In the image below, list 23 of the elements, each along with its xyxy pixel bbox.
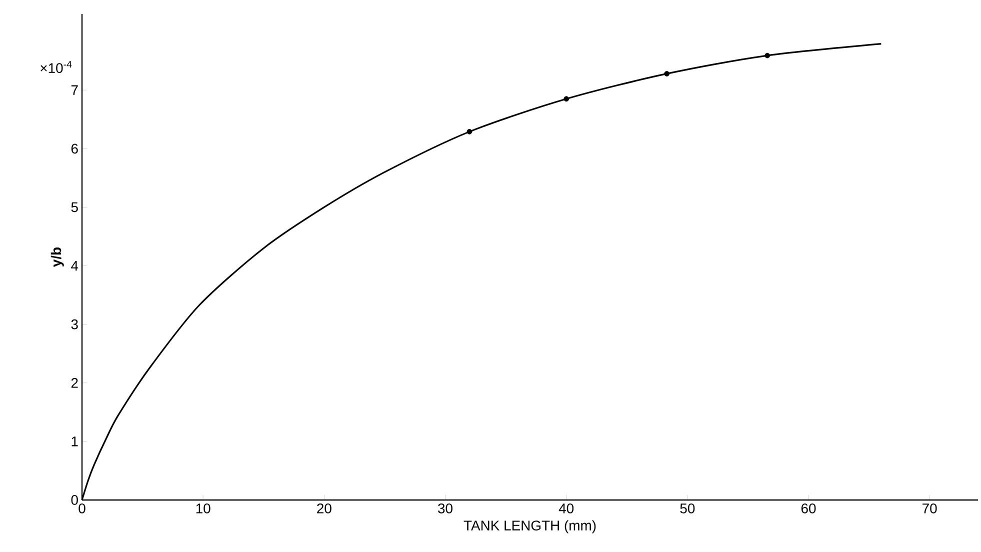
y-tick-label: 7 — [71, 85, 78, 95]
point — [564, 96, 570, 102]
x-tick-label: 40 — [558, 503, 574, 514]
y-tick-label: 5 — [71, 202, 78, 212]
y-tick-label: 6 — [71, 144, 78, 154]
y-axis-title: y/b — [50, 247, 64, 267]
x-tick-label: 50 — [680, 503, 695, 514]
x-tick-label: 30 — [438, 503, 452, 514]
y-tick-label: 0 — [71, 495, 78, 505]
x-tick-label: 20 — [317, 503, 332, 514]
x-tick-label: 0 — [78, 503, 86, 514]
y-tick-label: 3 — [71, 319, 78, 330]
x-tick-label: 70 — [922, 503, 937, 514]
x-axis-title: TANK LENGTH (mm) — [464, 520, 596, 534]
y-tick-label: 4 — [71, 260, 78, 271]
y-tick-label: 2 — [71, 378, 78, 388]
point — [466, 128, 472, 134]
y-tick-label: 1 — [72, 436, 78, 446]
point — [664, 71, 670, 76]
text: ×10$^{-4}$ — [40, 60, 72, 74]
point — [764, 52, 770, 58]
x-tick-label: 10 — [196, 503, 210, 514]
x-tick-label: 60 — [801, 503, 816, 514]
